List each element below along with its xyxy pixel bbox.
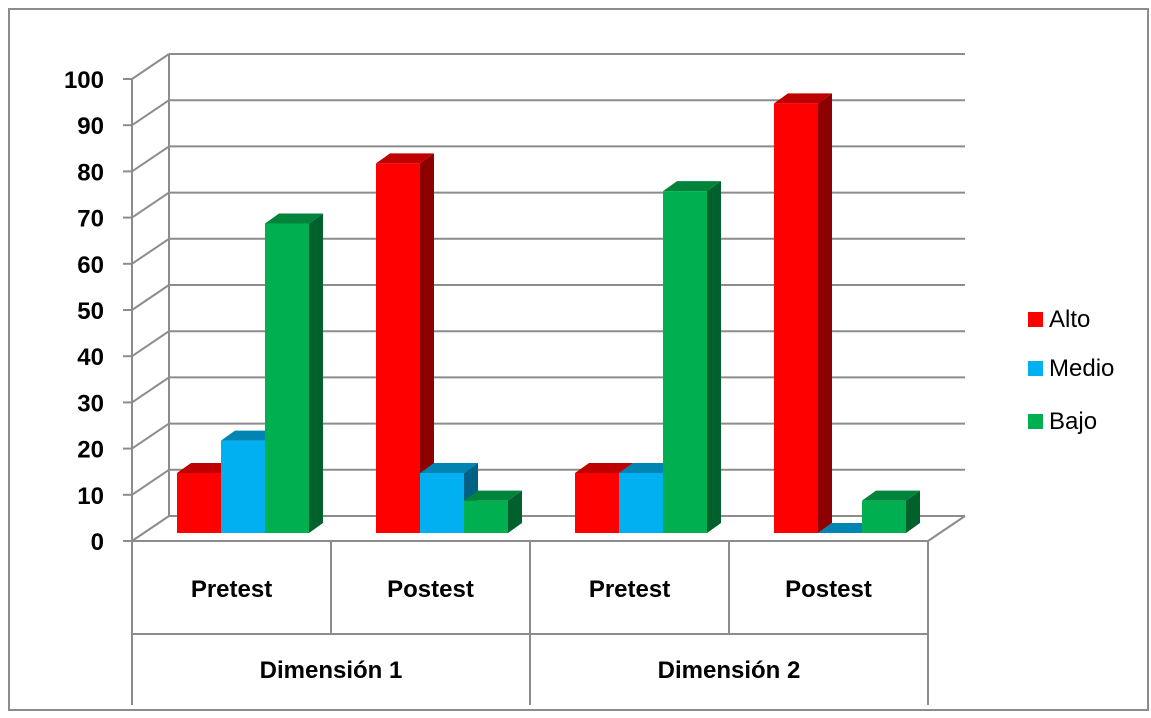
legend-swatch-medio [1028,361,1043,376]
bar-bajo-side [906,490,920,533]
bar-medio [619,472,663,533]
chart-border [8,8,1149,711]
gridline-side [131,53,170,80]
y-tick-label: 60 [77,252,104,279]
y-tick-label: 0 [91,529,104,556]
floor-edge [927,515,966,542]
bar-bajo-top [265,213,323,224]
bar-alto-side [420,153,434,533]
bars [177,93,920,533]
bar-medio-top [818,523,876,533]
bar-bajo-top [862,490,920,501]
y-tick-label: 90 [77,113,104,140]
y-tick-label: 50 [77,298,104,325]
legend-swatch-alto [1028,312,1043,327]
gridline-side [131,191,170,219]
axes [123,54,966,705]
bar-bajo-side [309,213,323,533]
gridline-side [131,515,170,542]
bar-bajo-top [464,490,522,501]
gridline-side [131,376,170,404]
legend-label-bajo: Bajo [1049,408,1097,435]
x-category-label: Postest [785,576,872,603]
y-tick-label: 100 [64,67,104,94]
bar-alto [376,163,420,533]
legend: Alto Medio Bajo [1028,306,1114,435]
bar-medio [420,472,464,533]
labels: 0 10 20 30 40 50 60 70 80 90 100 Pretest Postest Pret… [64,67,872,684]
y-tick-label: 80 [77,159,104,186]
bar-medio-top [420,462,478,473]
x-category-label: Pretest [191,576,272,603]
gridline-side [131,330,170,358]
y-tick-label: 10 [77,483,104,510]
bar-bajo [265,223,309,533]
gridline-side [131,284,170,311]
x-group-label: Dimensión 2 [658,657,801,684]
bar-alto-top [575,462,633,473]
gridline-side [131,422,170,450]
x-category-label: Postest [387,576,474,603]
legend-label-medio: Medio [1049,355,1114,382]
gridline-side [131,237,170,265]
bar-alto-side [818,93,832,533]
gridline-side [131,99,170,127]
y-tick-label: 20 [77,437,104,464]
legend-label-alto: Alto [1049,306,1090,333]
bar-bajo-top [663,181,721,192]
gridline-side [131,468,170,496]
bar-alto [177,472,221,533]
bar-alto-top [376,153,434,164]
bar-bajo-side [707,181,721,533]
bar-medio-top [619,462,677,473]
bar-alto [575,472,619,533]
bar-bajo [464,500,508,533]
bar-alto-top [774,93,832,104]
x-group-label: Dimensión 1 [260,657,403,684]
bar-alto [774,103,818,533]
bar-medio [221,440,265,533]
bar-bajo [663,191,707,533]
bar-alto-top [177,462,235,473]
y-tick-label: 70 [77,206,104,233]
legend-swatch-bajo [1028,414,1043,429]
y-tick-label: 40 [77,344,104,371]
bar-bajo [862,500,906,533]
bar-bajo-side [508,490,522,533]
gridline-side [131,145,170,173]
bar-medio-top [221,430,279,441]
x-category-label: Pretest [589,576,670,603]
y-tick-label: 30 [77,390,104,417]
